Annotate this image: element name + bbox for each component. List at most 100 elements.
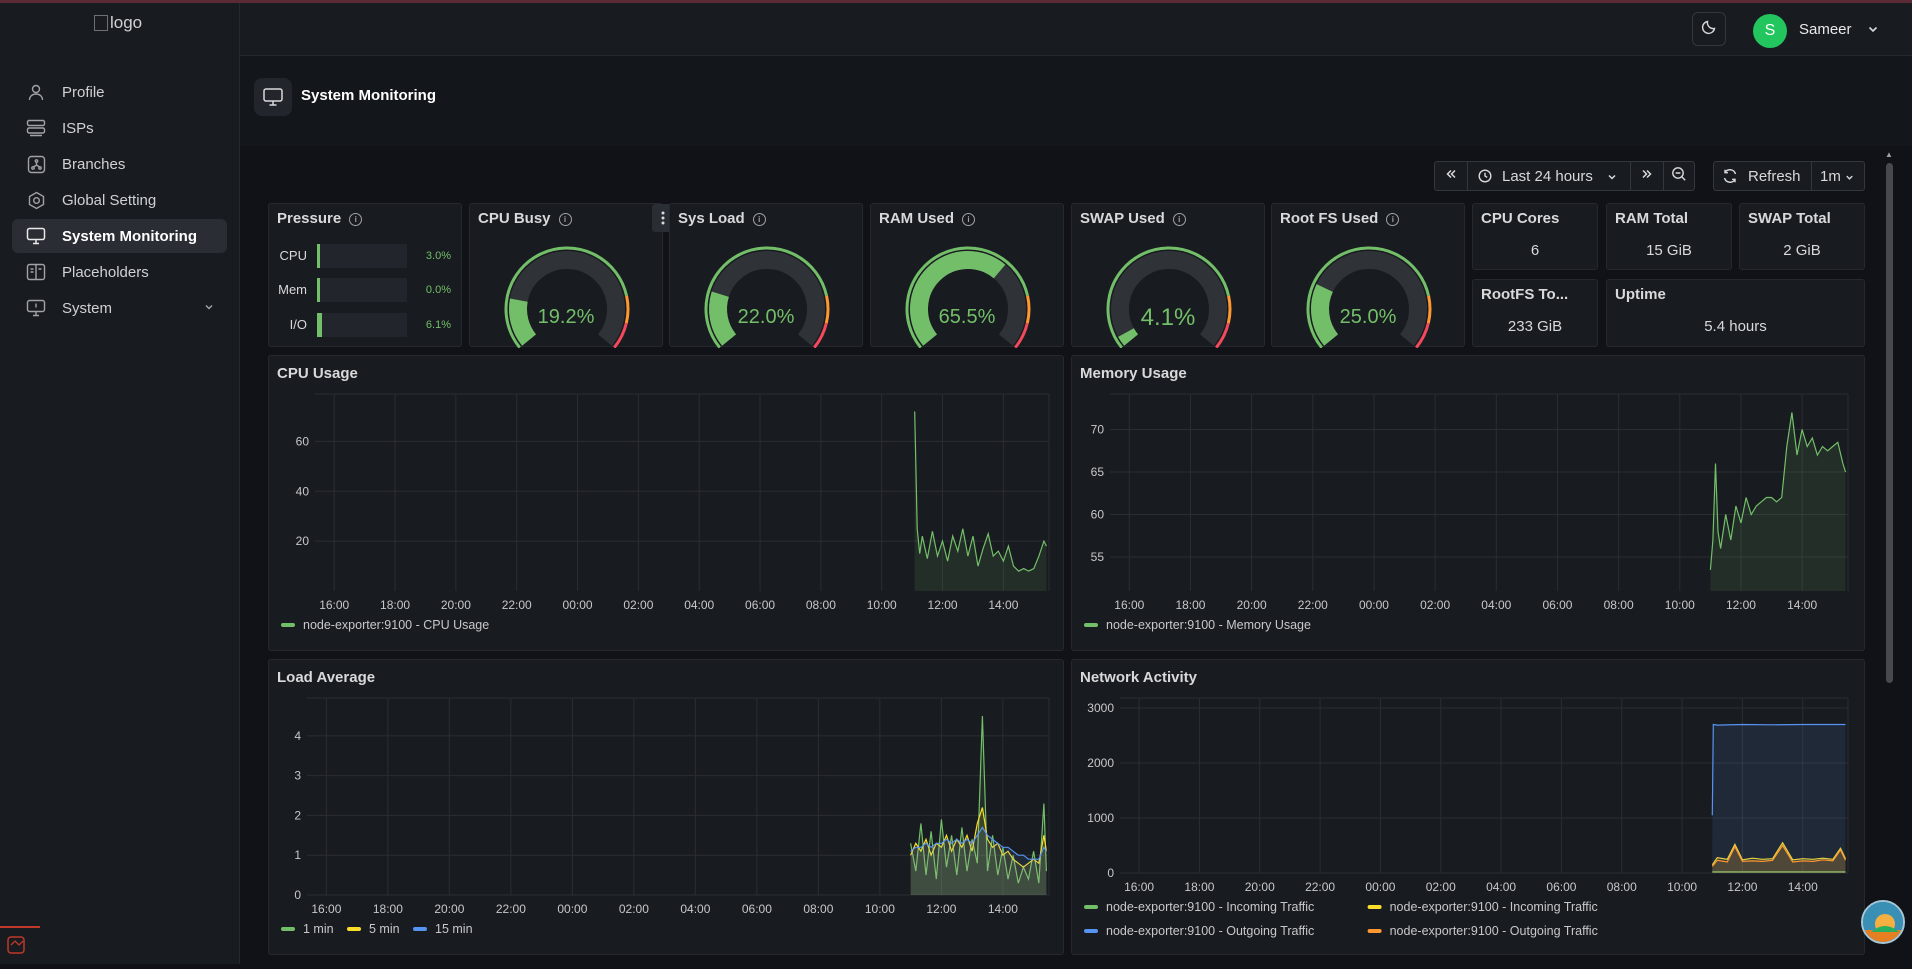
x-tick-label: 08:00 <box>806 598 836 612</box>
legend-swatch <box>1084 623 1098 627</box>
sidebar-item-isps[interactable]: ISPs <box>12 111 227 145</box>
x-tick-label: 10:00 <box>867 598 897 612</box>
y-tick-label: 3000 <box>1087 701 1114 715</box>
pressure-label: CPU <box>277 248 307 263</box>
sidebar-item-label: System Monitoring <box>62 228 197 245</box>
x-tick-label: 12:00 <box>926 902 956 916</box>
system-icon <box>26 298 46 318</box>
x-tick-label: 00:00 <box>1359 598 1389 612</box>
pressure-bar-fill <box>317 278 320 302</box>
x-tick-label: 18:00 <box>1184 880 1214 894</box>
top-header <box>240 3 1912 56</box>
shift-time-forward-button[interactable] <box>1630 161 1664 191</box>
sidebar-item-system[interactable]: System <box>12 291 227 325</box>
scrollbar-thumb[interactable] <box>1886 163 1893 683</box>
gauge-value: 4.1% <box>1072 304 1264 332</box>
sidebar-nav: Profile ISPs Branches Global Setting Sys… <box>12 75 227 327</box>
x-tick-label: 22:00 <box>502 598 532 612</box>
page-title: System Monitoring <box>301 87 436 104</box>
chevron-down-icon <box>1606 170 1618 187</box>
x-tick-label: 22:00 <box>1305 880 1335 894</box>
sidebar-item-global-setting[interactable]: Global Setting <box>12 183 227 217</box>
x-tick-label: 04:00 <box>684 598 714 612</box>
chart-title: Load Average <box>277 669 375 686</box>
stat-value: 2 GiB <box>1740 242 1864 259</box>
pressure-bar-fill <box>317 313 322 337</box>
stat-value: 15 GiB <box>1607 242 1731 259</box>
y-tick-label: 60 <box>1091 508 1105 522</box>
x-tick-label: 12:00 <box>1726 598 1756 612</box>
gauge-value: 25.0% <box>1272 306 1464 329</box>
x-tick-label: 18:00 <box>1175 598 1205 612</box>
sidebar-item-system-monitoring[interactable]: System Monitoring <box>12 219 227 253</box>
uptime-panel: Uptime 5.4 hours <box>1606 279 1865 347</box>
series-area <box>915 412 1047 592</box>
double-chevron-left-icon <box>1444 167 1458 185</box>
sidebar-item-label: Branches <box>62 156 125 173</box>
x-tick-label: 10:00 <box>1667 880 1697 894</box>
y-tick-label: 20 <box>296 534 310 548</box>
ram-total-panel: RAM Total 15 GiB <box>1606 203 1732 270</box>
chart-title: CPU Usage <box>277 365 358 382</box>
logo[interactable]: logo <box>94 13 142 33</box>
panel-title: SWAP Total <box>1748 210 1831 227</box>
y-tick-label: 60 <box>296 434 310 448</box>
chevron-down-icon <box>1844 170 1855 187</box>
sidebar-item-placeholders[interactable]: Placeholders <box>12 255 227 289</box>
legend-swatch <box>281 927 295 931</box>
sidebar-item-branches[interactable]: Branches <box>12 147 227 181</box>
refresh-interval-value: 1m <box>1820 168 1841 185</box>
chart-title: Memory Usage <box>1080 365 1187 382</box>
stat-value: 5.4 hours <box>1607 318 1864 335</box>
zoom-out-icon <box>1671 166 1687 186</box>
user-name[interactable]: Sameer <box>1799 21 1852 38</box>
scroll-up-arrow-icon[interactable]: ▲ <box>1885 150 1893 159</box>
user-icon <box>26 82 46 102</box>
pressure-bar-fill <box>317 244 320 268</box>
x-tick-label: 06:00 <box>1542 598 1572 612</box>
monitor-icon <box>254 78 292 116</box>
x-tick-label: 14:00 <box>1788 880 1818 894</box>
legend-swatch <box>413 927 427 931</box>
zoom-out-button[interactable] <box>1663 161 1695 191</box>
chevron-down-icon[interactable] <box>1866 22 1880 41</box>
moon-icon <box>1701 19 1717 40</box>
x-tick-label: 18:00 <box>373 902 403 916</box>
sidebar-item-profile[interactable]: Profile <box>12 75 227 109</box>
pressure-label: Mem <box>277 282 307 297</box>
x-tick-label: 08:00 <box>803 902 833 916</box>
sidebar: logo Profile ISPs Branches Global Settin… <box>0 3 240 964</box>
y-tick-label: 65 <box>1091 465 1105 479</box>
panel-title: Uptime <box>1615 286 1666 303</box>
theme-toggle-button[interactable] <box>1692 12 1726 46</box>
avatar[interactable]: S <box>1753 14 1787 48</box>
shift-time-back-button[interactable] <box>1434 161 1468 191</box>
legend-label: node-exporter:9100 - Memory Usage <box>1106 618 1311 632</box>
gear-icon <box>26 190 46 210</box>
x-tick-label: 08:00 <box>1604 598 1634 612</box>
assistant-avatar-button[interactable] <box>1861 900 1905 944</box>
legend-label: 15 min <box>435 922 473 936</box>
monitor-icon <box>26 226 46 246</box>
taskbar-app-icon[interactable] <box>0 924 40 964</box>
time-range-label: Last 24 hours <box>1502 168 1593 185</box>
time-range-picker[interactable]: Last 24 hours <box>1467 161 1631 191</box>
refresh-interval-picker[interactable]: 1m <box>1811 161 1865 191</box>
pressure-row-mem: Mem 0.0% <box>277 278 457 302</box>
info-icon[interactable]: i <box>349 213 362 226</box>
pressure-value: 0.0% <box>413 284 451 296</box>
x-tick-label: 22:00 <box>496 902 526 916</box>
x-tick-label: 06:00 <box>742 902 772 916</box>
legend-swatch <box>1368 929 1382 933</box>
gauge-value: 19.2% <box>470 306 662 329</box>
refresh-button[interactable]: Refresh <box>1713 161 1812 191</box>
pressure-bar <box>317 313 407 337</box>
legend-swatch <box>1084 905 1098 909</box>
sidebar-item-label: Global Setting <box>62 192 156 209</box>
